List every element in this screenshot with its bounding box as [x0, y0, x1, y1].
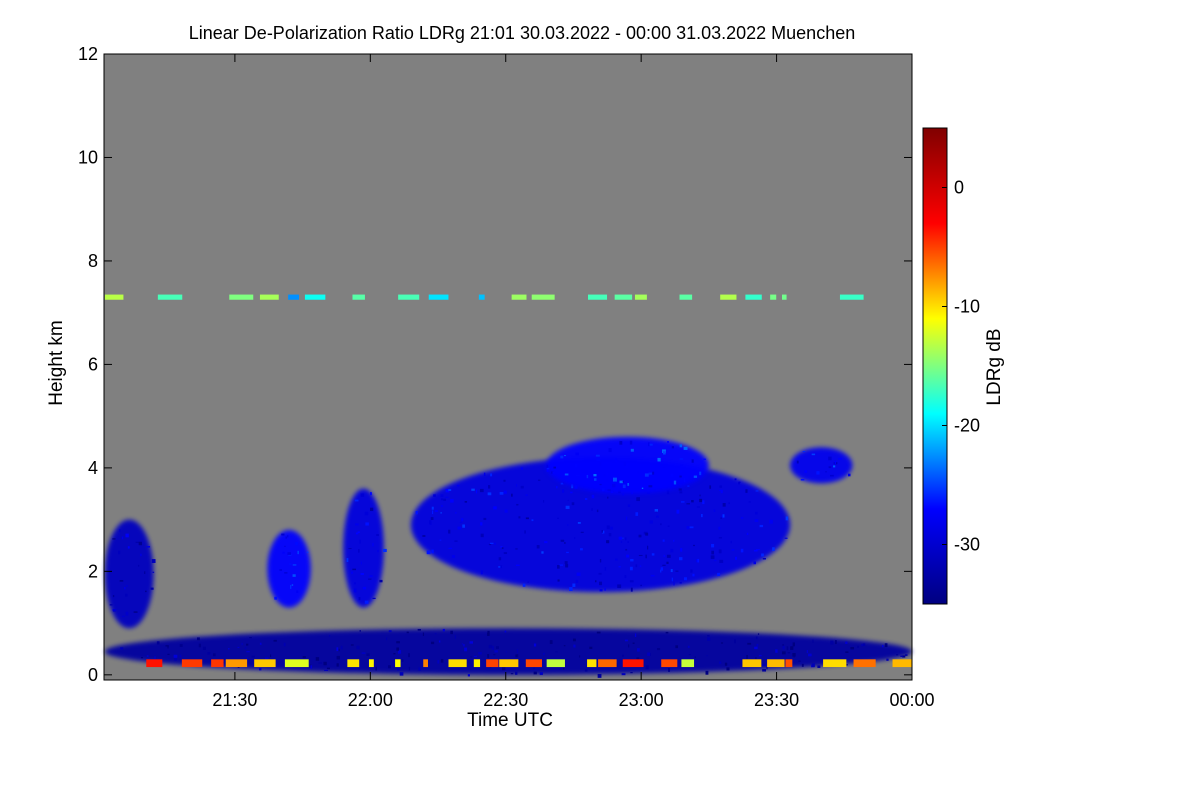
- colorbar-tick-label: -10: [954, 297, 980, 317]
- x-tick-label: 23:30: [754, 690, 799, 710]
- feature-cloud-column-21:55: [343, 488, 387, 608]
- x-axis: 21:30 22:00 22:30 23:00 23:30 00:00: [212, 54, 935, 710]
- y-tick-label: 8: [88, 251, 98, 271]
- plot-background: [104, 54, 912, 680]
- feature-cloud-23:40: [790, 447, 853, 484]
- x-axis-label: Time UTC: [467, 710, 553, 731]
- plot-area: [103, 53, 913, 681]
- y-axis: 0 2 4 6 8 10 12: [78, 44, 912, 685]
- feature-cirrus-line-7.3km: [104, 294, 864, 300]
- y-tick-label: 12: [78, 44, 98, 64]
- y-tick-label: 0: [88, 665, 98, 685]
- colorbar-ticks: 0 -10 -20 -30: [942, 178, 980, 555]
- colorbar-tick-label: -30: [954, 535, 980, 555]
- plot-frame: [103, 53, 913, 681]
- x-tick-label: 22:30: [483, 690, 528, 710]
- y-tick-label: 10: [78, 147, 98, 167]
- x-tick-label: 23:00: [619, 690, 664, 710]
- data-features: [104, 294, 912, 678]
- chart-title: Linear De-Polarization Ratio LDRg 21:01 …: [189, 23, 855, 43]
- x-tick-label: 00:00: [889, 690, 934, 710]
- colorbar-tick-label: -20: [954, 416, 980, 436]
- feature-cloud-upper-22:40-23:20: [546, 436, 709, 494]
- feature-cloud-21:05-21:20: [104, 519, 156, 629]
- feature-surface-line-0.2km: [146, 659, 912, 668]
- colorbar-tick-label: 0: [954, 178, 964, 198]
- colorbar-gradient: [922, 127, 948, 605]
- y-tick-label: 2: [88, 561, 98, 581]
- y-axis-label: Height km: [46, 320, 67, 406]
- colorbar-label: LDRg dB: [984, 328, 1005, 405]
- y-tick-label: 4: [88, 458, 98, 478]
- colorbar: 0 -10 -20 -30: [922, 127, 980, 605]
- feature-cloud-21:45: [267, 529, 311, 608]
- x-tick-label: 21:30: [212, 690, 257, 710]
- x-tick-label: 22:00: [348, 690, 393, 710]
- y-tick-label: 6: [88, 354, 98, 374]
